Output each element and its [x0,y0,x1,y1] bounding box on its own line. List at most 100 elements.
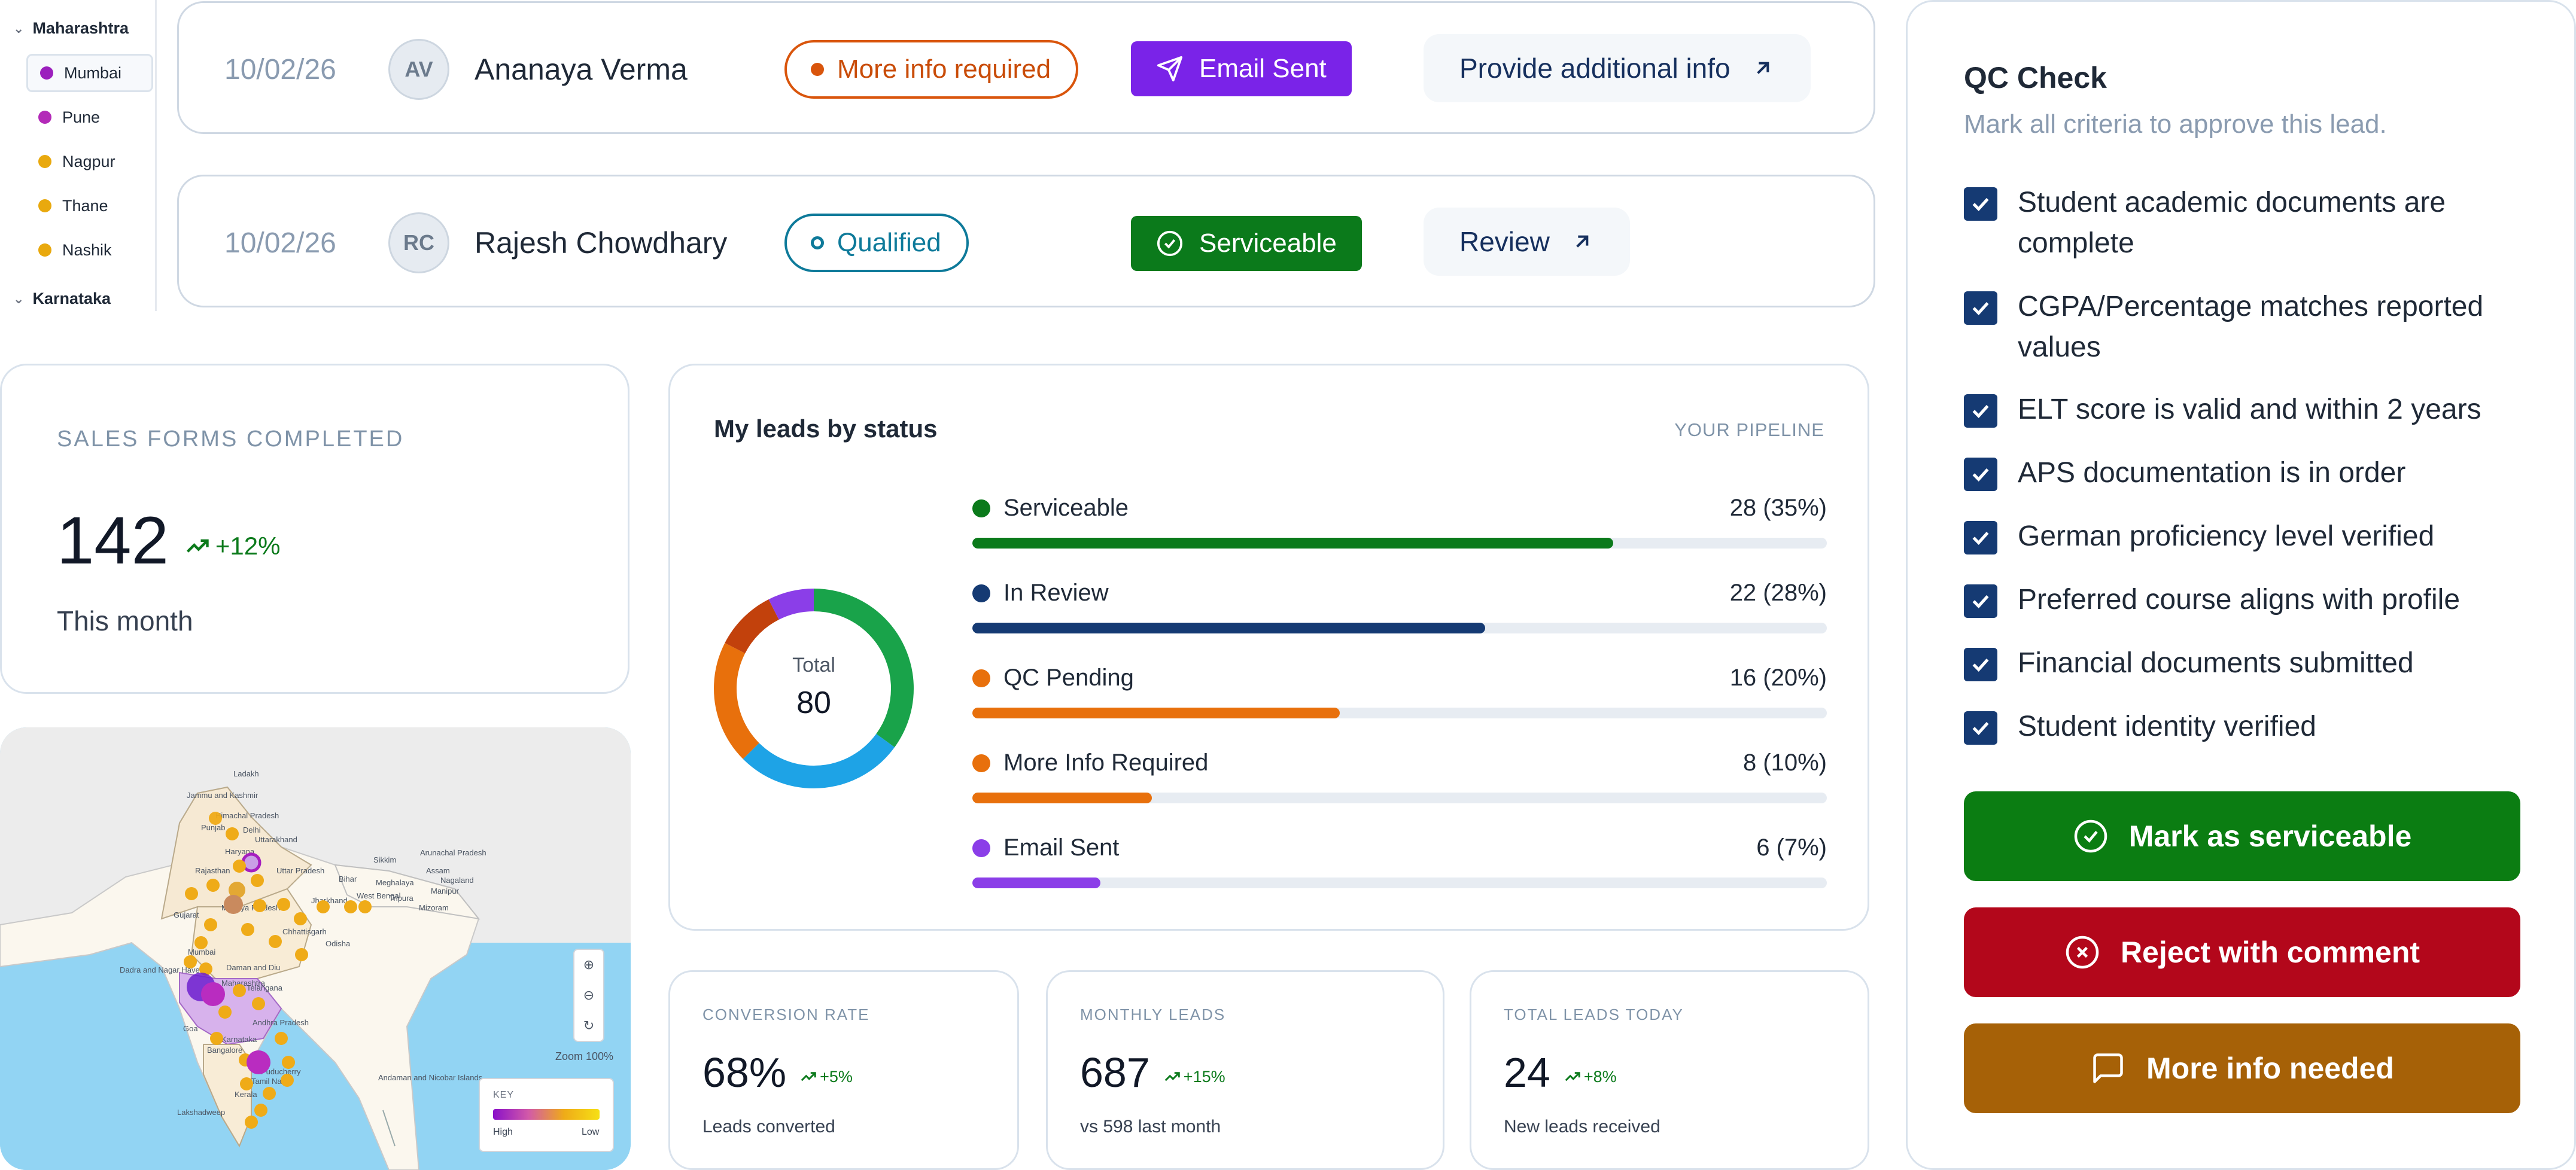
review-button[interactable]: Review [1424,208,1630,276]
lead-markers [184,812,372,1129]
checkbox-checked-icon[interactable] [1964,584,1997,618]
check-circle-icon [1157,230,1183,257]
india-leads-map[interactable]: Ladakh Jammu and Kashmir Himachal Prades… [0,727,631,1170]
kpi-card-total-leads-today: TOTAL LEADS TODAY 24 +8% New leads receiv… [1470,970,1869,1170]
qc-criterion[interactable]: German proficiency level verified [1964,516,2538,557]
legend-dot [972,584,990,602]
status-name: QC Pending [1003,665,1134,691]
kpi-subtext: Leads converted [702,1117,835,1137]
map-key-low: Low [582,1127,600,1137]
map-label: Telangana [247,983,283,992]
map-label: Meghalaya [376,878,414,887]
status-card-title: My leads by status [714,415,938,443]
qc-criterion[interactable]: Student identity verified [1964,706,2538,747]
city-item-mumbai[interactable]: Mumbai [26,54,153,92]
lead-row[interactable]: 10/02/26 AV Ananaya Verma More info requ… [177,1,1875,134]
map-key-high: High [493,1127,513,1137]
checkbox-checked-icon[interactable] [1964,648,1997,681]
trending-up-icon [1164,1072,1180,1081]
send-icon [1157,56,1183,82]
status-name: In Review [1003,580,1109,606]
status-bar-track [972,538,1827,549]
state-maharashtra[interactable]: ⌄ Maharashtra [13,19,129,37]
qc-criterion[interactable]: CGPA/Percentage matches reported values [1964,287,2538,368]
trending-up-icon [186,539,209,553]
status-row-in-review[interactable]: In Review 22 (28%) [972,580,1827,651]
status-row-email-sent[interactable]: Email Sent 6 (7%) [972,834,1827,906]
status-badge: More info required [784,40,1079,99]
leads-by-status-card: My leads by status YOUR PIPELINE Total 8… [668,364,1869,931]
legend-dot [972,754,990,772]
legend-dot [972,669,990,687]
status-value: 22 (28%) [1729,580,1827,606]
trending-up-icon [1565,1072,1580,1081]
map-label: Delhi [243,825,261,834]
qc-check-panel: QC Check Mark all criteria to approve th… [1906,0,2576,1170]
map-label: Manipur [431,886,460,895]
city-item-nashik[interactable]: Nashik [26,231,153,269]
checkbox-checked-icon[interactable] [1964,394,1997,428]
city-item-thane[interactable]: Thane [26,187,153,225]
lead-name: Ananaya Verma [475,53,688,86]
trend-indicator: +8% [1564,1068,1617,1086]
status-value: 6 (7%) [1756,834,1827,861]
chevron-down-icon: ⌄ [13,20,25,36]
email-sent-button[interactable]: Email Sent [1131,41,1352,96]
x-circle-icon [2066,936,2099,969]
qc-criterion[interactable]: Financial documents submitted [1964,643,2538,684]
qc-criterion[interactable]: Preferred course aligns with profile [1964,580,2538,620]
map-label: Mumbai [188,947,215,956]
donut-total-value: 80 [796,685,831,720]
city-item-nagpur[interactable]: Nagpur [26,142,153,181]
status-row-serviceable[interactable]: Serviceable 28 (35%) [972,495,1827,566]
city-dot [40,66,53,80]
status-name: Serviceable [1003,495,1129,521]
qc-criterion[interactable]: APS documentation is in order [1964,453,2538,493]
checkbox-checked-icon[interactable] [1964,521,1997,554]
map-label: Chhattisgarh [282,927,327,936]
checkbox-checked-icon[interactable] [1964,291,1997,325]
kpi-card-conversion-rate: CONVERSION RATE 68% +5% Leads converted [668,970,1019,1170]
status-bar-track [972,708,1827,718]
checkbox-checked-icon[interactable] [1964,711,1997,745]
qc-criterion[interactable]: ELT score is valid and within 2 years [1964,389,2538,430]
status-row-more-info-required[interactable]: More Info Required 8 (10%) [972,749,1827,821]
map-label: Lakshadweep [177,1108,225,1117]
more-info-needed-button[interactable]: More info needed [1964,1023,2520,1113]
zoom-out-icon[interactable]: ⊖ [583,987,595,1003]
reset-icon[interactable]: ↻ [583,1017,595,1033]
status-value: 16 (20%) [1729,665,1827,691]
kpi-title: TOTAL LEADS TODAY [1504,1006,1684,1023]
map-label: Karnataka [221,1035,257,1044]
sales-period: This month [57,605,193,636]
status-bar-fill [972,793,1152,803]
zoom-level: Zoom 100% [555,1050,614,1062]
mark-serviceable-button[interactable]: Mark as serviceable [1964,791,2520,881]
serviceable-button[interactable]: Serviceable [1131,216,1362,271]
qc-criterion[interactable]: Student academic documents are complete [1964,182,2538,264]
provide-additional-info-button[interactable]: Provide additional info [1424,34,1811,102]
zoom-in-icon[interactable]: ⊕ [583,957,595,973]
donut-segment-in-review [714,589,914,788]
checkbox-checked-icon[interactable] [1964,458,1997,491]
lead-name: Rajesh Chowdhary [475,226,728,260]
reject-with-comment-button[interactable]: Reject with comment [1964,907,2520,997]
map-label: Kerala [235,1090,257,1099]
map-label: Uttar Pradesh [276,866,324,875]
lead-row[interactable]: 10/02/26 RC Rajesh Chowdhary Qualified S… [177,175,1875,307]
checkbox-checked-icon[interactable] [1964,187,1997,221]
lead-date: 10/02/26 [224,54,336,86]
state-karnataka[interactable]: ⌄ Karnataka [13,290,111,307]
avatar: AV [388,39,449,100]
sales-forms-card: SALES FORMS COMPLETED 142 +12% This mont… [0,364,629,694]
map-label: Tamil Nadu [251,1077,290,1086]
message-square-icon [2093,1053,2123,1083]
qc-subtitle: Mark all criteria to approve this lead. [1964,109,2387,139]
map-label: Gujarat [174,910,199,919]
status-row-qc-pending[interactable]: QC Pending 16 (20%) [972,665,1827,736]
map-label: Jammu and Kashmir [187,791,258,800]
city-item-pune[interactable]: Pune [26,98,153,136]
trending-up-icon [801,1072,816,1081]
map-label: Jharkhand [311,896,348,905]
map-label: Arunachal Pradesh [420,848,486,857]
